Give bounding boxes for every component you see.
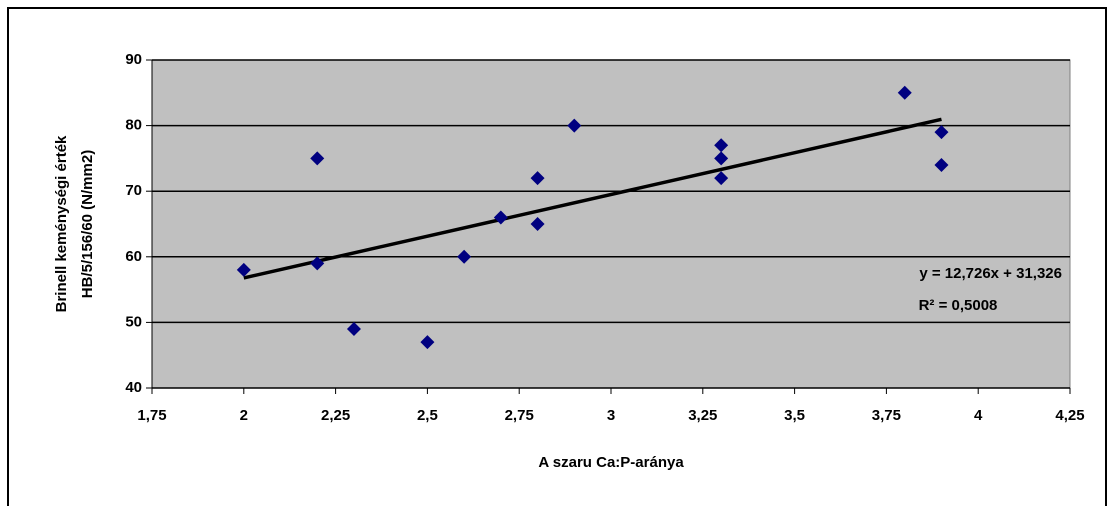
y-tick-label: 40 [125,379,142,396]
x-tick-label: 2 [240,407,248,424]
x-tick-label: 1,75 [137,407,166,424]
point [934,157,949,172]
point [714,138,729,153]
y-tick-label: 90 [125,51,142,68]
trend-equation: y = 12,726x + 31,326 [919,265,1062,282]
point [714,151,729,166]
x-axis-title: A szaru Ca:P-aránya [538,454,684,471]
point [346,321,361,336]
point [457,249,472,264]
point [714,171,729,186]
point [236,262,251,277]
point [934,125,949,140]
trend-r2: R² = 0,5008 [919,297,998,314]
point [530,217,545,231]
point [897,85,912,100]
point [493,210,508,225]
x-tick-label: 4,25 [1055,407,1084,424]
point [567,118,582,133]
x-tick-label: 2,75 [505,407,534,424]
y-tick-label: 60 [125,248,142,265]
x-tick-label: 4 [974,407,983,424]
point [530,171,545,186]
y-tick-label: 80 [125,117,142,134]
x-tick-label: 3 [607,407,615,424]
plot-area [151,59,1071,389]
x-tick-label: 3,25 [688,407,717,424]
y-tick-label: 70 [125,182,142,199]
point [310,151,325,166]
trendline [243,117,942,280]
x-tick-label: 2,5 [417,407,438,424]
x-tick-label: 3,5 [784,407,805,424]
y-tick-label: 50 [125,313,142,330]
point [310,256,325,271]
point [420,335,435,350]
x-tick-label: 3,75 [872,407,901,424]
y-axis-title: Brinell keménységi érték [53,135,70,312]
x-tick-label: 2,25 [321,407,350,424]
y-axis-title: HB/5/156/60 (N/mm2) [79,150,96,298]
